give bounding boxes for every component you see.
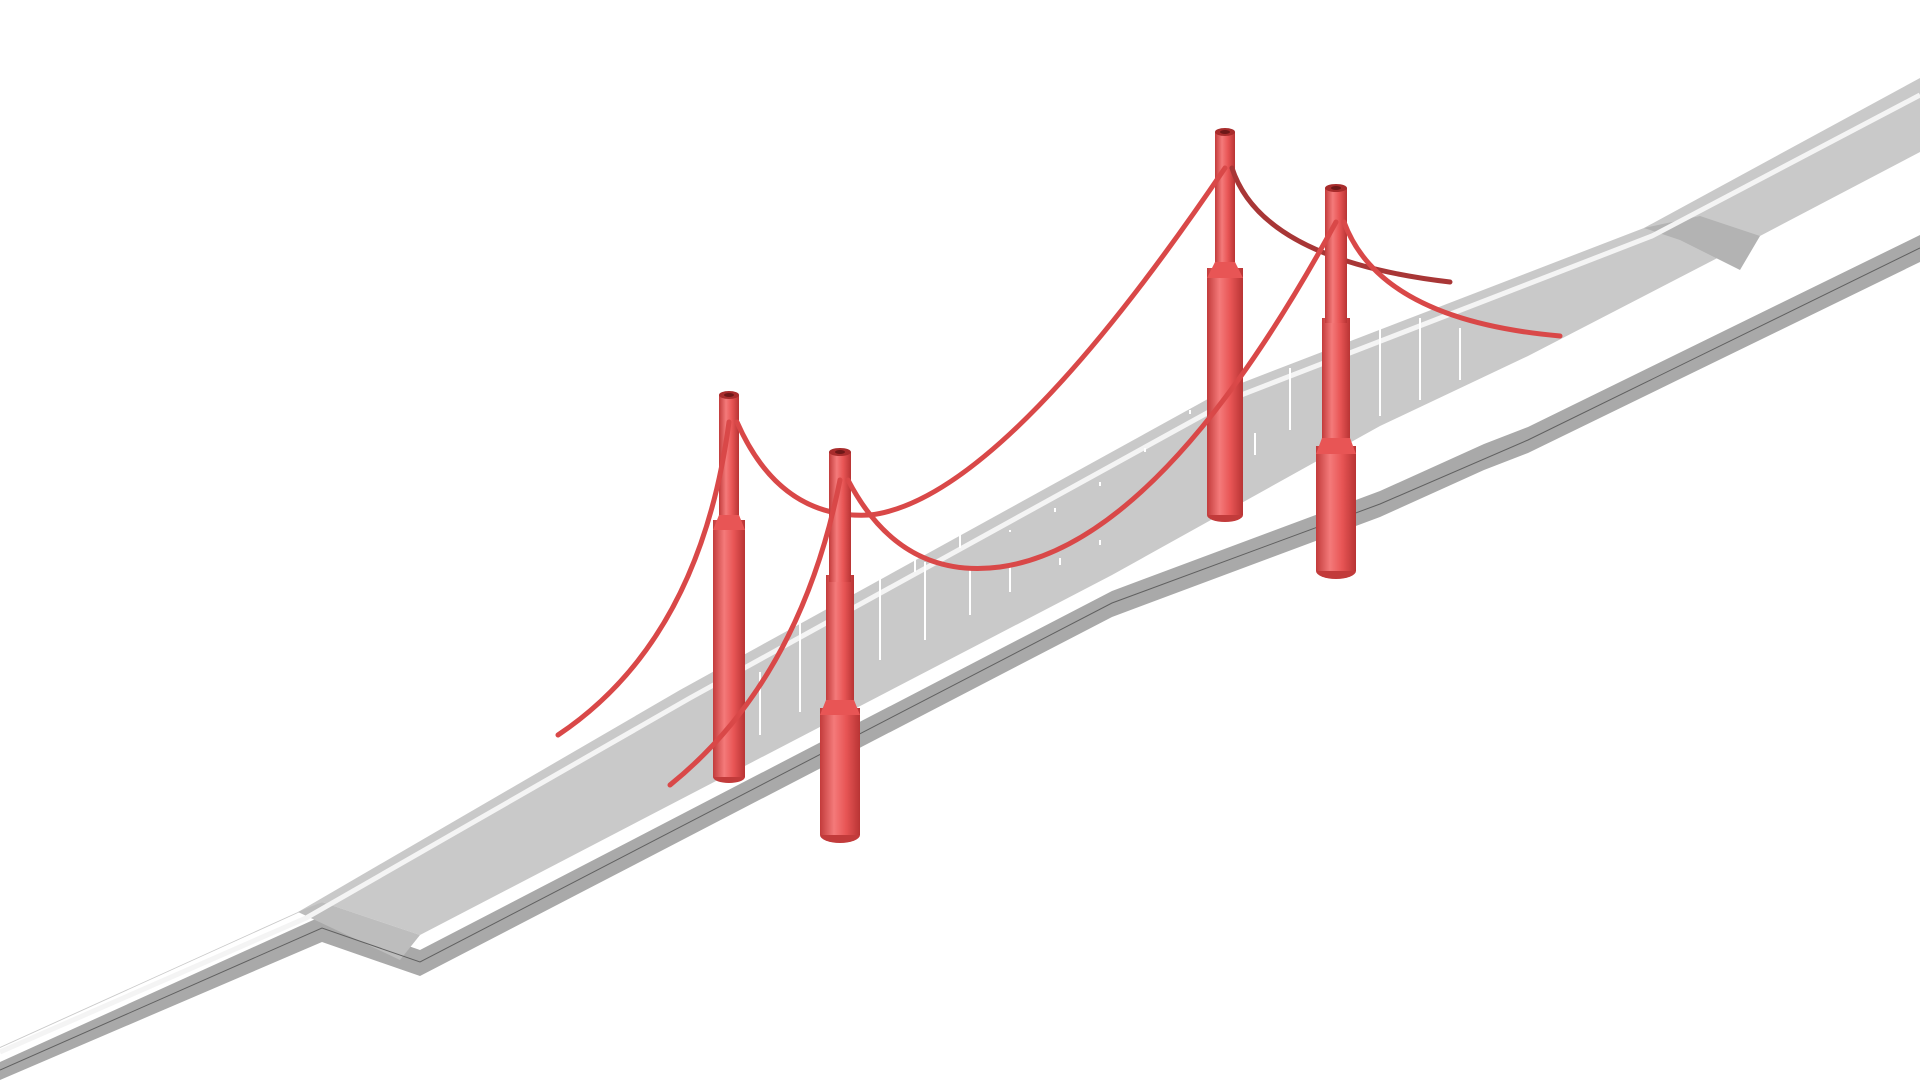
cable-front (667, 219, 1563, 788)
cable-front-right-span (1341, 219, 1563, 339)
tower-front-left (820, 448, 860, 843)
deck-top-face (0, 78, 1920, 1048)
deck-near-edge (0, 247, 1920, 1071)
tower-front-right (1316, 184, 1356, 579)
deck-shadow-right (1644, 216, 1760, 270)
deck-side-face (0, 235, 1920, 1080)
cable-back-right-span (1229, 165, 1453, 285)
deck-shadow-left (298, 902, 420, 960)
cable-back (555, 165, 1453, 738)
tower-back-left (713, 391, 745, 783)
deck-edge-highlight (0, 92, 1920, 1055)
cable-back-main-span (734, 165, 1228, 518)
tower-back-right (1207, 128, 1243, 522)
cable-back-left-span (555, 419, 732, 738)
cable-front-main-span (845, 219, 1339, 571)
bridge-deck (0, 78, 1920, 1080)
cable-front-left-span (667, 477, 843, 788)
